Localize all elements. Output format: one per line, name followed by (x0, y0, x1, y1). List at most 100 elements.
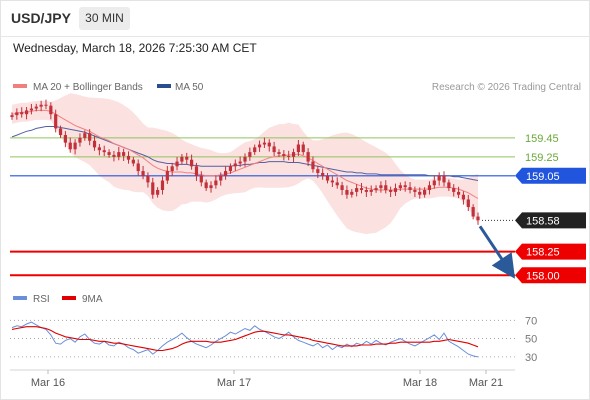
candle-body (73, 142, 77, 150)
candle-body (97, 147, 101, 151)
candle-body (287, 155, 291, 157)
candle-body (156, 190, 160, 195)
candle-body (321, 172, 325, 176)
rsi-legend-label: RSI (33, 294, 50, 305)
candle-body (291, 152, 296, 157)
candle-body (204, 182, 208, 189)
candle-body (330, 180, 334, 183)
ma9-legend-label: 9MA (82, 294, 103, 305)
candle-body (131, 159, 135, 164)
candle-body (466, 199, 470, 208)
last-price-tag (515, 212, 586, 229)
candle-body (384, 185, 388, 190)
candle-body (151, 182, 155, 195)
rsi-ma-line (11, 326, 479, 352)
candle-body (442, 175, 446, 183)
candle-body (199, 175, 203, 183)
candle-body (447, 182, 451, 189)
candle-body (393, 188, 398, 192)
candle-body (78, 137, 82, 143)
candle-body (335, 182, 339, 186)
candle-body (403, 185, 407, 188)
candle-body (83, 133, 87, 138)
candle-body (325, 175, 330, 181)
candle-body (185, 156, 189, 160)
candle-body (296, 144, 300, 153)
candle-body (170, 166, 174, 172)
candle-body (253, 147, 257, 153)
candle-body (316, 169, 320, 173)
rsi-tick-label: 30 (525, 352, 537, 364)
candle-body (180, 156, 184, 162)
candle-body (117, 152, 121, 157)
candle-body (39, 104, 43, 107)
candle-body (24, 110, 29, 115)
candle-body (209, 185, 213, 189)
candle-body (68, 142, 72, 150)
ma50-legend-label: MA 50 (175, 82, 204, 93)
candle-body (452, 188, 456, 192)
chart-datetime: Wednesday, March 18, 2026 7:25:30 AM CET (13, 41, 257, 55)
candle-body (355, 188, 359, 192)
candle-body (126, 155, 131, 160)
candle-body (54, 114, 58, 129)
main-legend: MA 20 + Bollinger Bands MA 50 (13, 82, 204, 93)
candle-body (63, 135, 67, 143)
x-axis: Mar 16 Mar 17 Mar 18 Mar 21 (31, 370, 503, 389)
candle-body (418, 191, 422, 195)
candle-body (146, 175, 150, 183)
candle-body (141, 171, 145, 176)
candle-body (29, 108, 34, 111)
candle-body (233, 163, 237, 167)
candle-body (267, 142, 271, 147)
price-panel: 159.45 159.25 159.05 158.58 158.25 158.00 (10, 93, 586, 284)
copyright-text: Research © 2026 Trading Central (432, 82, 581, 93)
candle-body (238, 161, 242, 164)
candle-body (374, 188, 378, 190)
candle-body (345, 190, 349, 195)
candle-body (214, 180, 218, 186)
candle-body (190, 159, 194, 167)
candle-body (122, 152, 126, 156)
header-bar: USD/JPY 30 MIN (0, 0, 590, 37)
pivot-price-tag (515, 167, 586, 184)
candle-body (340, 185, 344, 190)
candle-body (194, 166, 199, 176)
forecast-arrow (478, 225, 515, 279)
candle-body (369, 190, 373, 192)
ma50-legend-swatch (157, 84, 171, 88)
rsi-tick-label: 50 (525, 334, 537, 346)
candle-body (408, 187, 412, 190)
last-price-label: 158.58 (526, 215, 560, 227)
candle-body (44, 104, 48, 106)
candle-body (461, 194, 466, 200)
candle-body (223, 171, 228, 176)
candle-body (272, 146, 276, 153)
candle-body (301, 144, 305, 153)
x-tick-label: Mar 18 (403, 377, 437, 389)
resistance-label: 159.25 (525, 152, 559, 164)
x-tick-label: Mar 16 (31, 377, 65, 389)
ma9-legend-swatch (62, 296, 76, 300)
x-tick-label: Mar 21 (469, 377, 503, 389)
candle-body (359, 188, 364, 190)
candle-body (92, 140, 97, 148)
candle-body (20, 112, 24, 115)
candle-body (437, 175, 441, 181)
rsi-legend: RSI 9MA (13, 294, 103, 305)
x-tick-label: Mar 17 (217, 377, 251, 389)
ma20-legend-swatch (13, 84, 27, 88)
pivot-price-label: 159.05 (526, 171, 560, 183)
candle-body (34, 106, 38, 109)
timeframe-button[interactable]: 30 MIN (79, 7, 130, 30)
candle-body (165, 171, 169, 181)
candle-body (257, 144, 262, 148)
candle-body (413, 190, 417, 192)
candle-body (228, 166, 233, 172)
resistance-label: 159.45 (525, 133, 559, 145)
support-price-label: 158.00 (526, 270, 560, 282)
candle-body (15, 112, 19, 116)
candle-body (49, 105, 53, 115)
currency-pair-title: USD/JPY (11, 10, 71, 26)
candle-body (175, 161, 179, 167)
